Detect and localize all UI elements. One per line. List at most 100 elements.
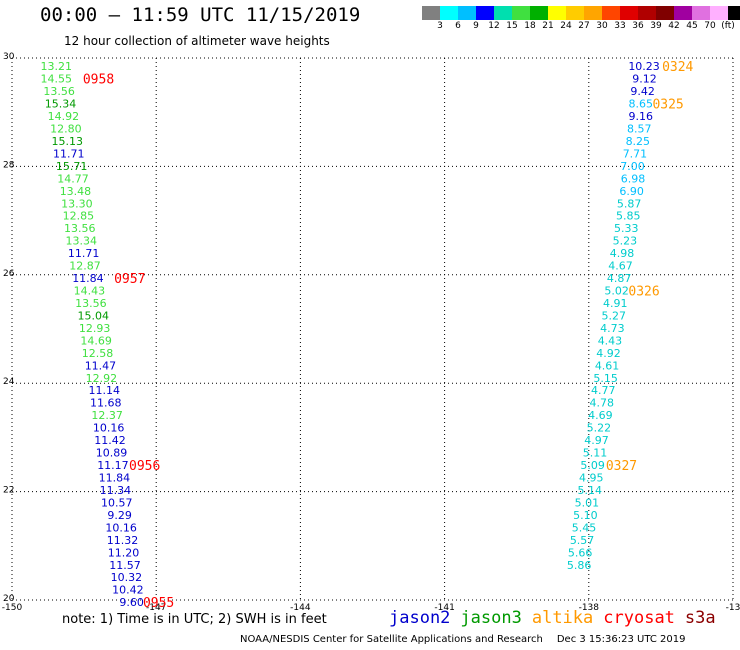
wave-height-value: 9.60 — [119, 596, 144, 609]
colorbar-swatch — [494, 6, 512, 20]
legend-altika: altika — [531, 608, 594, 628]
wave-height-value: 4.78 — [590, 397, 615, 410]
wave-height-value: 8.25 — [626, 135, 651, 148]
wave-height-value: 5.15 — [593, 372, 618, 385]
y-tick-label: 22 — [3, 486, 14, 496]
y-tick-label: 30 — [3, 52, 15, 62]
wave-height-value: 12.37 — [91, 409, 123, 422]
wave-height-value: 7.00 — [620, 160, 645, 173]
colorbar-tick-label: 27 — [578, 21, 590, 31]
colorbar-swatch — [458, 6, 476, 20]
wave-height-value: 5.33 — [614, 222, 639, 235]
wave-height-value: 5.23 — [613, 235, 638, 248]
wave-height-value: 10.57 — [101, 496, 133, 509]
wave-height-value: 11.71 — [68, 247, 100, 260]
wave-height-value: 4.98 — [610, 247, 635, 260]
wave-height-value: 5.85 — [616, 210, 641, 223]
colorbar-tick-label: 3 — [437, 21, 443, 31]
wave-height-value: 11.34 — [100, 484, 132, 497]
wave-height-value: 4.92 — [596, 347, 621, 360]
wave-height-value: 11.68 — [90, 397, 122, 410]
wave-height-value: 6.90 — [619, 185, 644, 198]
wave-height-value: 5.86 — [567, 559, 592, 572]
x-tick-label: -147 — [146, 603, 166, 613]
wave-height-value: 11.32 — [107, 534, 139, 547]
colorbar-swatch — [602, 6, 620, 20]
wave-height-value: 14.43 — [74, 285, 106, 298]
colorbar-tick-label: 21 — [542, 21, 554, 31]
wave-height-value: 5.22 — [587, 422, 612, 435]
wave-height-value: 12.58 — [82, 347, 114, 360]
credit-line: NOAA/NESDIS Center for Satellite Applica… — [240, 634, 685, 645]
wave-height-value: 15.13 — [52, 135, 84, 148]
wave-height-value: 13.21 — [40, 60, 72, 73]
wave-height-value: 9.29 — [107, 509, 132, 522]
colorbar-tick-label: 45 — [686, 21, 698, 31]
colorbar-swatch — [584, 6, 602, 20]
colorbar-tick-label: 36 — [632, 21, 644, 31]
wave-height-value: 14.69 — [80, 334, 112, 347]
wave-height-value: 13.56 — [43, 85, 75, 98]
wave-height-value: 15.04 — [77, 309, 109, 322]
time-label: 0327 — [606, 459, 637, 474]
colorbar-tick-label: 30 — [596, 21, 608, 31]
wave-height-value: 11.20 — [108, 546, 140, 559]
wave-height-value: 10.23 — [628, 60, 660, 73]
wave-height-value: 5.66 — [568, 546, 593, 559]
wave-height-value: 5.87 — [617, 197, 642, 210]
colorbar-swatch — [620, 6, 638, 20]
wave-height-value: 6.98 — [621, 172, 646, 185]
wave-height-value: 5.09 — [580, 459, 605, 472]
colorbar-swatch — [440, 6, 458, 20]
colorbar-labels: 3 6 9 12 15 18 21 24 27 30 33 36 39 42 45 70 (ft) — [422, 21, 740, 33]
credit-text: NOAA/NESDIS Center for Satellite Applica… — [240, 634, 543, 645]
wave-height-value: 13.48 — [60, 185, 92, 198]
colorbar-swatch — [548, 6, 566, 20]
time-label: 0326 — [628, 285, 659, 300]
colorbar-swatch — [656, 6, 674, 20]
y-tick-label: 20 — [3, 594, 15, 604]
wave-height-value: 9.12 — [632, 73, 657, 86]
wave-height-value: 13.34 — [65, 235, 97, 248]
wave-height-value: 14.77 — [57, 172, 89, 185]
colorbar-tick-label: 18 — [524, 21, 536, 31]
wave-height-value: 4.61 — [595, 359, 620, 372]
wave-height-value: 11.57 — [109, 559, 141, 572]
wave-height-colorbar — [422, 6, 740, 20]
wave-height-value: 4.67 — [608, 260, 633, 273]
wave-height-value: 13.56 — [75, 297, 107, 310]
legend-cryosat: cryosat — [603, 608, 675, 628]
wave-height-value: 15.34 — [45, 98, 77, 111]
y-tick-label: 28 — [3, 160, 15, 170]
wave-height-value: 12.87 — [69, 260, 101, 273]
wave-height-value: 4.95 — [579, 472, 604, 485]
wave-height-value: 11.71 — [53, 147, 85, 160]
colorbar-tick-label: 12 — [488, 21, 500, 31]
wave-height-value: 4.43 — [598, 334, 623, 347]
colorbar-tick-label: 42 — [668, 21, 680, 31]
time-label: 0956 — [129, 459, 160, 474]
wave-height-value: 12.92 — [86, 372, 118, 385]
wave-height-value: 10.89 — [96, 447, 128, 460]
x-tick-label: -138 — [579, 603, 600, 613]
x-tick-label: -150 — [2, 603, 23, 613]
time-label: 0324 — [662, 60, 693, 75]
wave-height-value: 10.42 — [112, 584, 144, 597]
colorbar-tick-label: 6 — [455, 21, 461, 31]
wave-height-value: 5.10 — [573, 509, 598, 522]
colorbar-swatch — [692, 6, 710, 20]
colorbar-swatch — [530, 6, 548, 20]
colorbar-swatch — [674, 6, 692, 20]
colorbar-swatch — [422, 6, 440, 20]
wave-height-value: 11.84 — [72, 272, 104, 285]
time-label: 0325 — [652, 98, 683, 113]
time-label: 0958 — [83, 73, 114, 88]
colorbar-swatch — [476, 6, 494, 20]
wave-height-value: 14.92 — [48, 110, 80, 123]
wave-height-value: 5.11 — [583, 447, 608, 460]
wave-height-value: 5.14 — [578, 484, 603, 497]
time-label: 0957 — [114, 272, 145, 287]
wave-height-value: 7.71 — [623, 147, 648, 160]
x-tick-label: -144 — [290, 603, 311, 613]
